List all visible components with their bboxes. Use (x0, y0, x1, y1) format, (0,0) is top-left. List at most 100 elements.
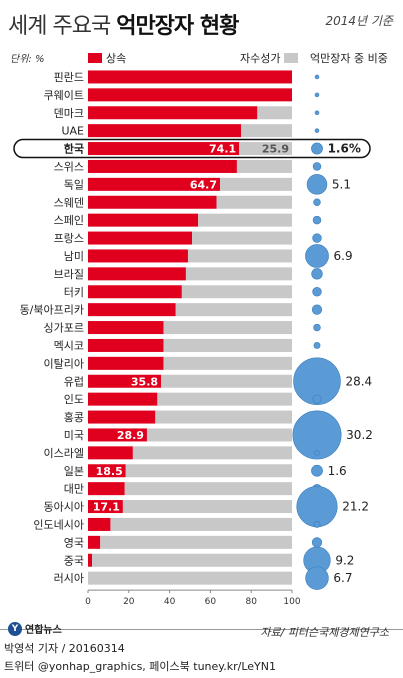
data-label-inherited: 64.7 (190, 178, 217, 191)
share-bubble (312, 162, 322, 171)
bar-inherited (88, 70, 292, 84)
share-label: 28.4 (345, 374, 372, 388)
bar-self-made (132, 446, 292, 460)
category-label: 영국 (64, 536, 84, 549)
bar-self-made (192, 231, 292, 245)
category-label: 브라질 (54, 268, 84, 281)
bar-inherited (88, 446, 133, 460)
x-tick-label: 100 (283, 597, 300, 607)
bar-inherited (88, 213, 199, 227)
legend-label-inherited: 상속 (106, 52, 127, 65)
title-normal: 세계 주요국 (8, 14, 111, 39)
share-header: 억만장자 중 비중 (310, 52, 388, 65)
category-label: 홍콩 (64, 410, 84, 424)
share-bubble (314, 450, 320, 456)
share-label: 6.9 (334, 249, 353, 263)
category-label: 멕시코 (54, 339, 84, 352)
category-label: 러시아 (54, 572, 84, 585)
bar-self-made (146, 428, 292, 442)
category-label: 핀란드 (54, 71, 84, 84)
share-bubble (306, 174, 328, 195)
bar-self-made (181, 285, 292, 299)
bar-self-made (175, 303, 292, 317)
category-label: 동아시아 (44, 501, 84, 514)
bar-inherited (88, 195, 217, 209)
x-tick-label: 80 (245, 597, 257, 607)
bar-self-made (198, 213, 292, 227)
bar-self-made (155, 410, 292, 424)
share-bubble (311, 464, 323, 477)
bar-inherited (88, 410, 156, 424)
category-label: 독일 (64, 177, 84, 191)
title-bold: 억만장자 현황 (116, 14, 239, 39)
bar-self-made (241, 124, 292, 138)
share-bubble (312, 233, 322, 243)
bar-self-made (216, 195, 292, 209)
share-label: 21.2 (342, 500, 369, 514)
category-label: UAE (61, 125, 84, 138)
bar-self-made (110, 517, 292, 531)
share-bubble (313, 323, 321, 332)
social-line: 트위터 @yonhap_graphics, 페이스북 tuney.kr/LeYN… (4, 660, 276, 673)
x-tick-label: 20 (123, 597, 135, 607)
unit-label: 단위: % (10, 54, 45, 65)
bar-self-made (88, 571, 292, 585)
footer-divider (0, 629, 403, 630)
category-label: 덴마크 (54, 107, 84, 120)
data-label-inherited: 28.9 (117, 429, 144, 442)
category-label: 스페인 (54, 214, 84, 227)
share-bubble (305, 244, 329, 268)
share-label: 1.6 (328, 464, 347, 478)
bar-self-made (163, 321, 292, 335)
data-label-inherited: 74.1 (209, 143, 236, 156)
share-bubble (314, 128, 320, 133)
category-label: 인도 (64, 393, 84, 406)
data-label-self-made: 25.9 (262, 143, 289, 156)
category-label: 동/북아프리카 (20, 304, 84, 317)
share-bubble (312, 287, 322, 297)
bar-inherited (88, 392, 158, 406)
bar-self-made (100, 535, 293, 549)
logo-icon: Y (8, 621, 22, 636)
category-label: 한국 (64, 142, 84, 156)
share-label: 30.2 (346, 428, 373, 442)
bar-inherited (88, 124, 241, 138)
share-bubble (311, 142, 323, 155)
bar-inherited (88, 338, 164, 352)
share-bubble (312, 215, 322, 225)
share-label: 9.2 (335, 553, 354, 567)
category-label: 스위스 (54, 160, 84, 173)
category-label: 대만 (64, 483, 84, 496)
data-label-inherited: 18.5 (96, 465, 123, 478)
bar-inherited (88, 249, 188, 263)
share-bubble (311, 537, 323, 548)
bar-inherited (88, 553, 93, 567)
category-label: 이스라엘 (44, 447, 84, 460)
category-label: 미국 (64, 429, 84, 442)
page-title: 세계 주요국 억만장자 현황 (8, 8, 239, 40)
share-bubble (314, 110, 320, 116)
bar-self-made (187, 249, 292, 263)
bar-inherited (88, 177, 220, 191)
credit-line: 박영석 기자 / 20160314 (4, 642, 125, 655)
category-label: 유럽 (64, 374, 84, 388)
bar-inherited (88, 303, 176, 317)
highlight-frame (13, 138, 371, 159)
bar-inherited (88, 106, 258, 120)
share-label: 6.7 (333, 571, 352, 585)
bar-self-made (161, 374, 292, 388)
bar-self-made (257, 106, 292, 120)
share-bubble (311, 304, 323, 315)
share-bubble (312, 394, 322, 404)
bar-inherited (88, 428, 147, 442)
bar-inherited (88, 159, 237, 173)
category-label: 일본 (64, 464, 84, 478)
category-label: 스웨덴 (54, 196, 84, 209)
share-bubble (293, 357, 341, 405)
legend-swatch-inherited (88, 53, 102, 63)
bar-self-made (239, 142, 292, 156)
logo: Y 연합뉴스 (8, 621, 62, 636)
share-bubble (292, 410, 342, 460)
share-bubble (314, 92, 320, 98)
